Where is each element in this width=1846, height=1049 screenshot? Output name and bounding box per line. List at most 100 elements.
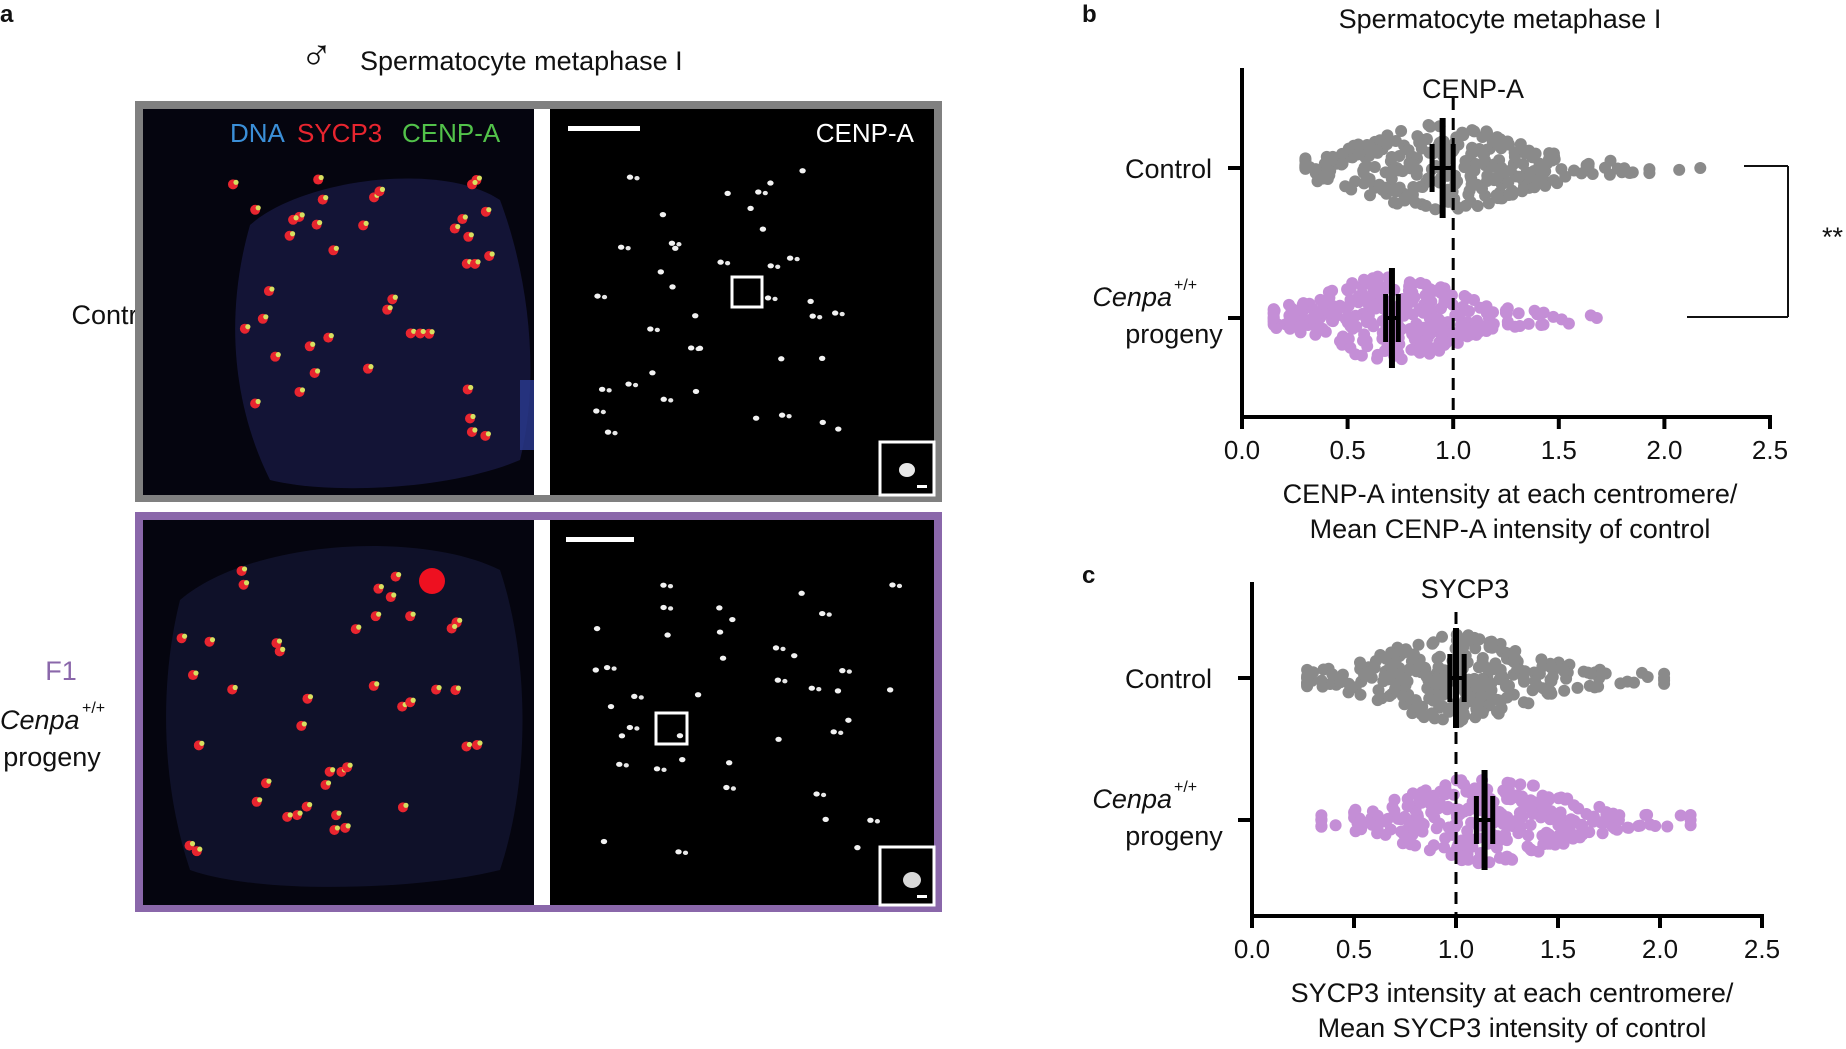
data-point-progeny	[1562, 830, 1575, 843]
data-point-control	[1526, 684, 1539, 697]
data-point-control	[1336, 157, 1349, 170]
data-point-progeny	[1524, 819, 1537, 831]
data-point-control	[1352, 138, 1365, 151]
progeny-cenpa-foci	[592, 582, 903, 856]
progeny-cenpa-focus	[782, 678, 788, 684]
progeny-merge-focus-cenpa	[345, 823, 351, 829]
data-point-control	[1390, 183, 1403, 196]
data-point-progeny	[1622, 821, 1635, 834]
x-tick-label: 0.5	[1336, 934, 1372, 964]
data-point-control	[1490, 171, 1503, 184]
control-merge-focus-cenpa	[317, 220, 323, 226]
data-point-control	[1371, 694, 1384, 707]
progeny-merge-focus-cenpa	[301, 721, 307, 727]
data-point-control	[1385, 646, 1398, 659]
data-point-progeny	[1284, 322, 1296, 335]
control-cenpa-focus	[752, 415, 760, 421]
progeny-cenpa-focus	[886, 687, 894, 693]
data-point-control	[1547, 174, 1560, 187]
progeny-sycp3-aggregate	[419, 568, 445, 594]
control-cenpa-foci	[593, 168, 845, 436]
progeny-merge-focus-cenpa	[466, 741, 473, 748]
progeny-merge-focus-cenpa	[376, 611, 382, 617]
data-point-progeny	[1495, 808, 1508, 820]
data-point-progeny	[1490, 841, 1503, 854]
progeny-cenpa-focus	[638, 695, 644, 700]
control-scale-bar	[568, 126, 640, 131]
data-point-progeny	[1284, 314, 1297, 327]
data-point-control	[1466, 124, 1479, 137]
data-point-progeny	[1396, 825, 1409, 838]
progeny-cenpa-focus	[682, 850, 689, 856]
progeny-cenpa-focus	[653, 766, 661, 772]
data-point-progeny	[1518, 800, 1531, 813]
progeny-merge-focus-cenpa	[287, 812, 293, 818]
progeny-cenpa-focus	[631, 693, 638, 700]
category-label-control: Control	[1125, 664, 1212, 694]
progeny-merge-focus-cenpa	[378, 584, 384, 590]
progeny-cenpa-focus	[798, 590, 805, 596]
control-cenpa-focus	[634, 175, 640, 181]
control-cenpa-focus	[696, 345, 704, 351]
data-point-control	[1585, 667, 1598, 680]
category-label-cenpa: Cenpa	[1092, 784, 1172, 814]
control-cenpa-focus	[775, 264, 781, 270]
data-point-progeny	[1361, 340, 1374, 353]
control-cenpa-focus	[659, 212, 667, 218]
data-point-control	[1429, 203, 1442, 216]
data-point-control	[1658, 672, 1671, 684]
progeny-cenpa-focus	[716, 629, 724, 635]
control-cenpa-focus	[725, 260, 731, 266]
data-point-control	[1299, 162, 1312, 174]
data-point-control	[1571, 681, 1584, 694]
control-cenpa-focus	[755, 189, 762, 195]
control-merge-focus-cenpa	[255, 205, 261, 211]
progeny-merge-focus-cenpa	[347, 762, 353, 768]
progeny-cenpa-focus	[719, 655, 727, 661]
control-cenpa-focus	[799, 168, 806, 174]
control-cenpa-focus	[772, 296, 778, 302]
data-point-progeny	[1317, 298, 1330, 310]
legend-sycp3: SYCP3	[297, 118, 382, 148]
progeny-cenpa-focus	[607, 703, 615, 710]
control-cenpa-focus	[687, 345, 695, 351]
data-point-control	[1596, 668, 1609, 681]
data-point-progeny	[1306, 312, 1318, 325]
progeny-cenpa-focus	[867, 817, 874, 823]
control-cenpa-focus	[794, 256, 800, 262]
control-merge-focus-cenpa	[314, 368, 321, 374]
progeny-cenpa-focus	[675, 849, 682, 855]
data-point-control	[1513, 170, 1525, 183]
data-point-control	[1387, 658, 1400, 670]
data-point-control	[1381, 138, 1393, 151]
control-cenpa-focus	[632, 382, 639, 388]
control-dna-edge	[520, 380, 534, 450]
control-cenpa-focus	[764, 295, 772, 301]
data-point-progeny	[1473, 325, 1485, 338]
data-point-control	[1532, 175, 1545, 188]
progeny-cenpa-focus	[611, 666, 617, 671]
data-point-progeny	[1427, 804, 1440, 817]
data-point-progeny	[1471, 784, 1484, 797]
data-point-control	[1462, 188, 1475, 201]
progeny-merge-focus-cenpa	[197, 846, 203, 852]
progeny-merge-focus-cenpa	[396, 572, 402, 578]
data-point-control	[1360, 160, 1373, 173]
data-point-progeny	[1344, 282, 1357, 295]
sycp3-beeswarm-chart: Control Cenpa +/+ progeny 0.0 0.5 1.0 1.5 2.0 2.5…	[1092, 574, 1780, 1043]
control-merge-focus-cenpa	[293, 215, 299, 221]
data-point-control	[1424, 120, 1437, 133]
progeny-merge-focus-cenpa	[436, 685, 442, 691]
data-point-progeny	[1392, 346, 1404, 359]
data-point-control	[1491, 192, 1504, 205]
data-point-progeny	[1661, 820, 1674, 833]
control-cenpa-focus	[835, 426, 842, 432]
data-point-progeny	[1358, 328, 1371, 341]
data-point-progeny	[1439, 783, 1452, 796]
row-label-cenpa: Cenpa	[0, 705, 80, 735]
control-merge-focus-cenpa	[255, 398, 261, 405]
data-point-control	[1326, 150, 1339, 163]
progeny-cenpa-focus	[774, 677, 782, 683]
control-cenpa-focus	[717, 259, 724, 265]
data-point-control	[1316, 680, 1329, 693]
